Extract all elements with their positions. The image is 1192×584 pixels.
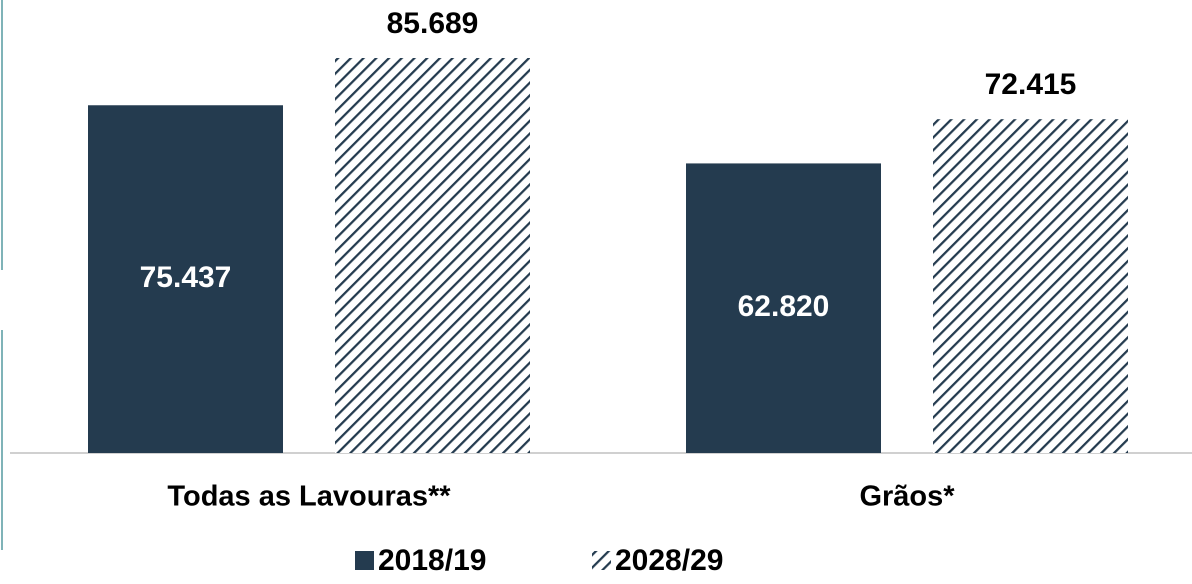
bar — [88, 105, 283, 453]
bar — [335, 58, 530, 453]
x-tick-label: Todas as Lavouras** — [167, 481, 451, 513]
legend-swatch — [355, 551, 374, 570]
value-label: 62.820 — [738, 290, 830, 323]
value-label: 85.689 — [387, 7, 479, 40]
bar — [686, 163, 881, 453]
value-label: 75.437 — [140, 261, 232, 294]
legend-swatch — [592, 551, 611, 570]
legend-label: 2028/29 — [615, 544, 723, 577]
x-tick-label: Grãos* — [859, 481, 955, 513]
value-label: 72.415 — [985, 68, 1077, 101]
legend-label: 2018/19 — [378, 544, 486, 577]
bar — [933, 119, 1128, 454]
